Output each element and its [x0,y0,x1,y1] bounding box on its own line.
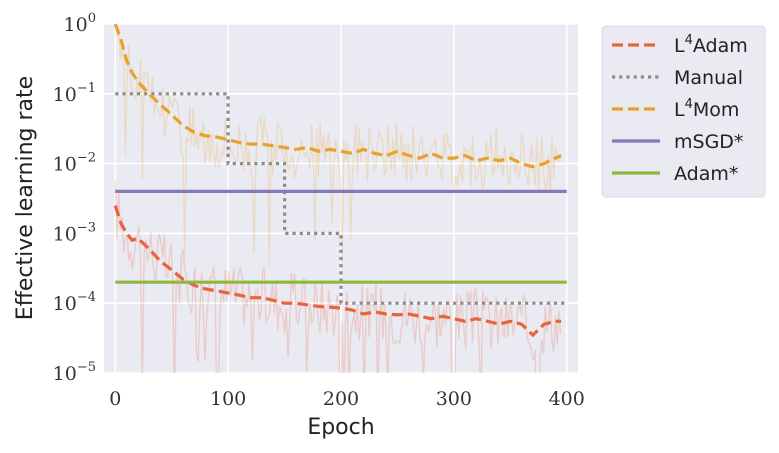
raw-trace-2 [114,28,562,271]
series-line-0 [113,205,562,338]
x-tick-label: 200 [323,388,359,410]
y-tick-label: 10−1 [53,81,96,106]
y-tick-labels: 100 10−1 10−2 10−3 10−4 10−5 [53,11,96,385]
series-line-1 [115,92,567,305]
raw-trace-0 [114,181,562,373]
y-tick-label: 10−3 [53,220,96,245]
legend-label-0: L4Adam [674,33,748,57]
legend-label-3: mSGD* [674,131,743,153]
y-axis-title: Effective learning rate [13,76,38,320]
x-tick-label: 100 [210,388,246,410]
x-tick-label: 0 [109,388,121,410]
y-tick-label: 10−5 [53,360,96,385]
y-tick-label: 100 [64,11,96,36]
legend-label-4: Adam* [674,163,738,185]
x-axis-title: Epoch [307,415,374,440]
y-tick-label: 10−2 [53,151,96,176]
legend-label-1: Manual [674,67,743,89]
x-tick-labels: 0 100 200 300 400 [109,388,585,410]
legend-label-2: L4Mom [674,97,739,121]
legend: L4Adam Manual L4Mom mSGD* Adam* [601,25,766,198]
legend-box [601,25,766,198]
x-tick-label: 300 [436,388,472,410]
series-line-2 [113,24,562,169]
x-tick-label: 400 [549,388,585,410]
series-layer [113,24,567,373]
y-tick-label: 10−4 [53,290,96,315]
